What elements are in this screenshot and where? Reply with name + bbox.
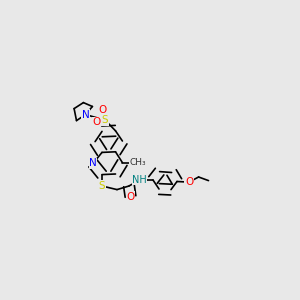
Text: N: N [89,158,97,169]
Text: O: O [98,105,106,115]
Text: O: O [185,177,193,187]
Text: S: S [99,181,105,191]
Text: O: O [92,117,101,128]
Text: N: N [82,110,89,120]
Text: O: O [126,191,135,202]
Text: S: S [102,115,108,125]
Text: CH₃: CH₃ [130,158,146,167]
Text: NH: NH [132,175,147,185]
